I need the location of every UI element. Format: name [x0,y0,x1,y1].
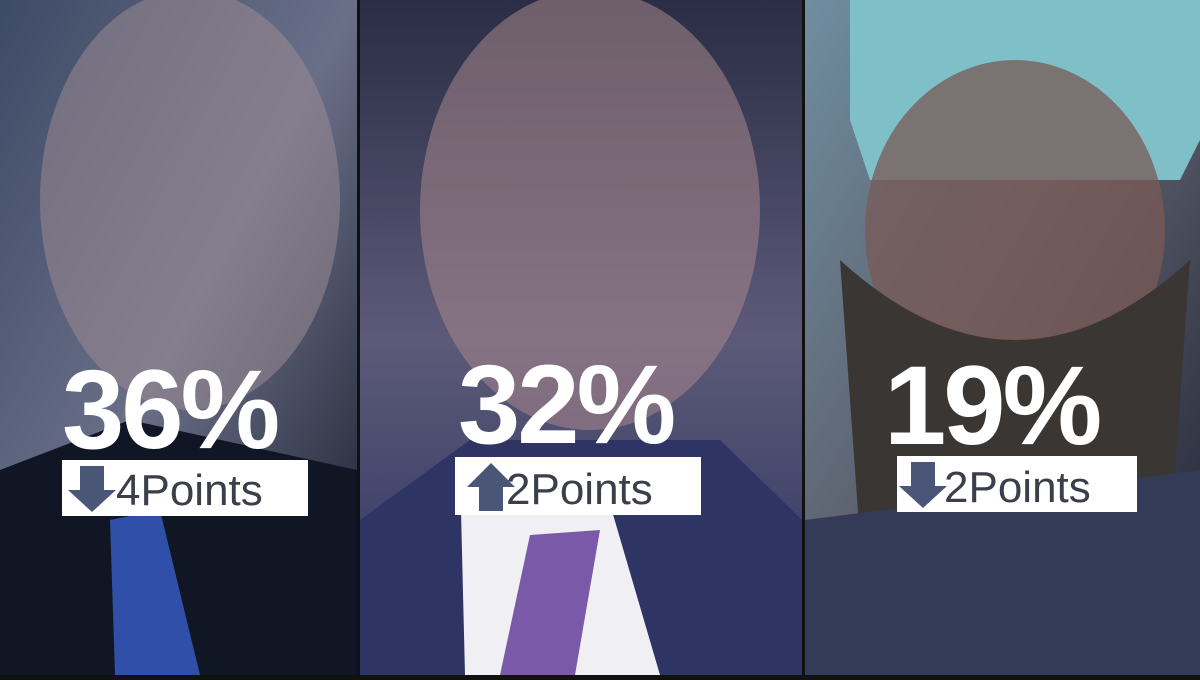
face [40,0,340,410]
suit [805,470,1200,675]
percent: 36% [62,347,278,472]
down-arrow [899,462,947,508]
tie [110,510,200,675]
change-box [897,456,1137,512]
down-arrow [68,466,116,512]
percent: 19% [884,343,1100,468]
face [420,0,760,430]
tie [500,530,600,675]
change: 4Points [116,466,263,515]
change: 2Points [506,465,653,514]
change: 2Points [944,463,1091,512]
up-arrow [467,463,515,511]
face [865,60,1165,400]
percent: 32% [458,342,674,467]
